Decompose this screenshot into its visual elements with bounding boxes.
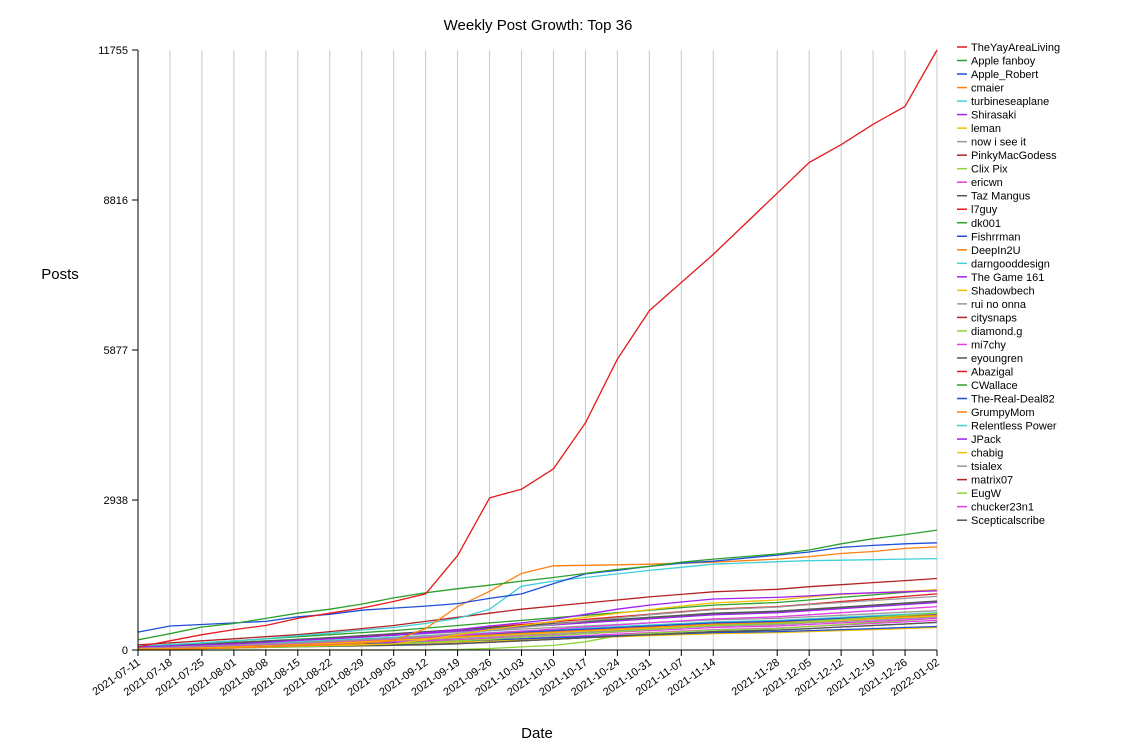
y-tick-label: 2938 — [104, 495, 128, 507]
legend-entry: diamond.g — [971, 326, 1022, 338]
series-line-turbineseaplane — [137, 557, 938, 647]
x-axis-title: Date — [521, 725, 553, 742]
series-line-now-i-see-it — [137, 595, 938, 649]
series-line-pinkymacgodess — [137, 577, 938, 646]
series-line-shirasaki — [137, 590, 938, 648]
legend-entry: Abazigal — [971, 366, 1013, 378]
legend-entry: Fishrrman — [971, 231, 1021, 243]
legend-entry: DeepIn2U — [971, 245, 1021, 257]
legend-entry: eyoungren — [971, 353, 1023, 365]
y-axis-ticks: 0 2938 5877 8816 11755 — [98, 45, 138, 657]
legend-entry: mi7chy — [971, 339, 1006, 351]
legend-entry: GrumpyMom — [971, 407, 1035, 419]
legend-entry: Shadowbech — [971, 285, 1035, 297]
legend-entry: leman — [971, 123, 1001, 135]
legend: TheYayAreaLiving Apple fanboyApple_Robert… — [957, 42, 1060, 527]
y-axis-title: Posts — [41, 266, 79, 283]
legend-entry: Scepticalscribe — [971, 515, 1045, 527]
grid-lines — [137, 50, 938, 650]
legend-entry: chucker23n1 — [971, 502, 1034, 514]
legend-entry: Relentless Power — [971, 421, 1057, 433]
legend-entry: turbineseaplane — [971, 96, 1049, 108]
legend-entry: PinkyMacGodess — [971, 150, 1057, 162]
y-tick-label: 11755 — [98, 45, 128, 57]
legend-entry: Clix Pix — [971, 164, 1008, 176]
legend-entry: Apple_Robert — [971, 69, 1038, 81]
legend-entry: dk001 — [971, 218, 1001, 230]
legend-entry: ericwn — [971, 177, 1003, 189]
y-tick-label: 8816 — [104, 195, 128, 207]
series-line-theyayarealiving — [137, 49, 938, 648]
legend-entry: tsialex — [971, 461, 1003, 473]
x-axis-ticks: 2021-07-112021-07-182021-07-252021-08-01… — [90, 650, 942, 699]
series-line-cmaier — [137, 546, 938, 651]
legend-entry: now i see it — [971, 137, 1026, 149]
legend-entry: The-Real-Deal82 — [971, 394, 1055, 406]
legend-entry: Shirasaki — [971, 110, 1016, 122]
series-line-apple-fanboy — [137, 529, 938, 641]
legend-entry: citysnaps — [971, 312, 1017, 324]
legend-entry: rui no onna — [971, 299, 1027, 311]
chart-title: Weekly Post Growth: Top 36 — [444, 17, 633, 34]
series-line-apple-robert — [137, 542, 938, 633]
legend-entry: TheYayAreaLiving — [971, 42, 1060, 54]
y-tick-label: 5877 — [104, 345, 128, 357]
legend-entry: darngooddesign — [971, 258, 1050, 270]
legend-entry: chabig — [971, 448, 1003, 460]
legend-entry: JPack — [971, 434, 1001, 446]
legend-entry: The Game 161 — [971, 272, 1044, 284]
legend-entry: Taz Mangus — [971, 191, 1031, 203]
series-lines — [137, 49, 938, 651]
legend-entry: cmaier — [971, 83, 1004, 95]
legend-entry: Apple fanboy — [971, 56, 1036, 68]
legend-entry: l7guy — [971, 204, 998, 216]
legend-entry: matrix07 — [971, 475, 1013, 487]
legend-entry: EugW — [971, 488, 1002, 500]
y-tick-label: 0 — [122, 645, 128, 657]
legend-entry: CWallace — [971, 380, 1018, 392]
